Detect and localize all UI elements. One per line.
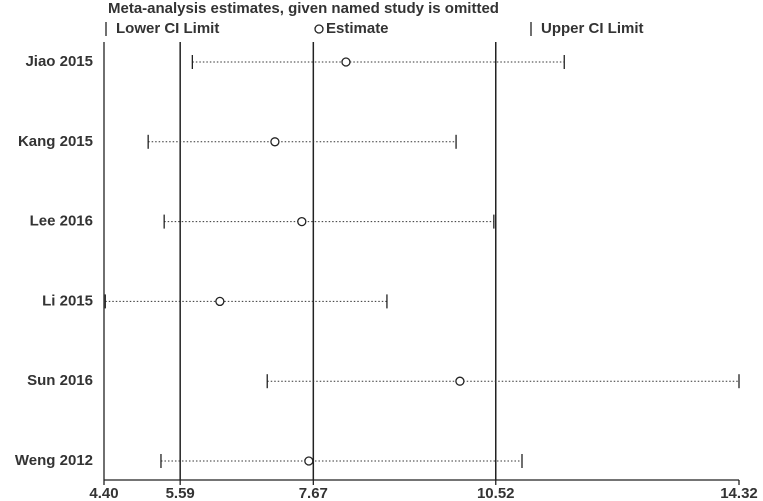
x-tick-label: 4.40 <box>89 485 118 501</box>
x-tick-label: 10.52 <box>477 485 515 501</box>
estimate <box>341 57 351 67</box>
legend-label: Upper CI Limit <box>541 20 644 37</box>
legend-label: Lower CI Limit <box>116 20 219 37</box>
y-tick-label: Lee 2016 <box>30 213 93 230</box>
x-tick-label: 14.32 <box>720 485 758 501</box>
estimate <box>297 216 307 227</box>
legend-label: Estimate <box>326 20 389 37</box>
chart-title: Meta-analysis estimates, given named stu… <box>108 0 499 17</box>
estimate <box>304 456 314 466</box>
estimate <box>270 137 280 147</box>
legend-marker <box>314 24 324 34</box>
estimate <box>455 376 465 386</box>
y-tick-label: Kang 2015 <box>18 133 93 150</box>
x-tick-label: 5.59 <box>166 485 195 501</box>
y-tick-label: Li 2015 <box>42 292 93 309</box>
y-tick-label: Sun 2016 <box>27 372 93 389</box>
x-tick-label: 7.67 <box>299 485 328 501</box>
y-tick-label: Jiao 2015 <box>25 53 93 70</box>
estimate <box>215 296 225 307</box>
y-tick-label: Weng 2012 <box>15 452 93 469</box>
